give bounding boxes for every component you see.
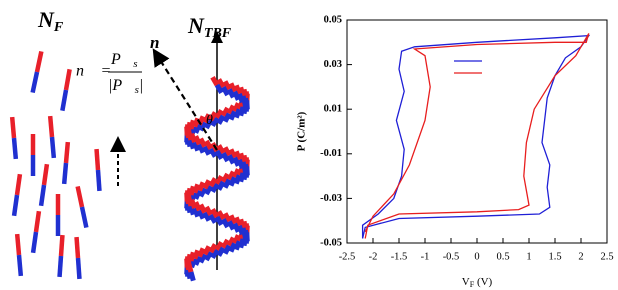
x-axis-label-part: V xyxy=(462,276,470,288)
rod-bottom xyxy=(231,177,235,185)
y-tick-label: -0.05 xyxy=(320,237,342,248)
x-tick-label: 0.5 xyxy=(496,251,509,262)
rod xyxy=(33,51,42,92)
rod-top xyxy=(199,248,203,256)
rod-bottom xyxy=(19,255,21,276)
rod-top xyxy=(37,51,41,72)
rod-bottom xyxy=(41,185,44,206)
ntbf-sub: TBF xyxy=(204,26,232,41)
rod xyxy=(12,117,16,159)
x-tick-label: 1.5 xyxy=(548,251,561,262)
y-tick-label: -0.03 xyxy=(320,193,342,204)
rod-bottom xyxy=(52,137,54,158)
rod xyxy=(41,164,47,206)
rod-bottom xyxy=(78,258,79,279)
nf-panel: NF n⃗ = P⃗s |P⃗s| xyxy=(12,7,143,279)
series-line xyxy=(365,33,589,238)
rod-top xyxy=(17,234,19,255)
rod-top xyxy=(199,182,203,190)
ntbf-main: N xyxy=(187,13,205,38)
rod-top xyxy=(66,69,70,90)
rod-bottom xyxy=(82,207,86,228)
rod-top xyxy=(189,263,191,272)
rod-bottom xyxy=(62,90,66,111)
x-tick-label: -1 xyxy=(421,251,430,262)
eq-den-main: |P⃗ xyxy=(108,77,135,94)
rod xyxy=(50,116,54,158)
ntbf-label: NTBF xyxy=(187,13,232,41)
x-tick-label: 2.5 xyxy=(600,251,613,262)
rod xyxy=(62,69,69,110)
rod-top xyxy=(77,237,78,258)
eq-num-sub: s xyxy=(133,58,137,70)
x-axis-label-part: (V) xyxy=(474,276,492,288)
x-axis-label: VF (V) xyxy=(462,276,493,289)
eq-lhs: n⃗ = xyxy=(76,63,111,80)
nf-main: N xyxy=(37,7,55,32)
rod-bottom xyxy=(231,111,235,119)
rod-bottom xyxy=(14,138,16,159)
series-line xyxy=(363,36,589,239)
eq-den: |P⃗s| xyxy=(108,77,143,96)
y-tick-label: 0.03 xyxy=(324,59,342,70)
rod-top xyxy=(78,186,82,207)
x-tick-label: -1.5 xyxy=(391,251,408,262)
y-tick-label: 0.01 xyxy=(324,104,342,115)
rod xyxy=(17,234,21,276)
x-tick-label: 2 xyxy=(578,251,583,262)
rod-top xyxy=(61,235,62,256)
nf-label: NF xyxy=(37,7,64,35)
x-tick-label: 1 xyxy=(526,251,531,262)
rod xyxy=(64,142,68,184)
director-label: n⃗ xyxy=(150,33,173,52)
rod-top xyxy=(12,117,14,138)
rod-bottom xyxy=(14,195,17,216)
rod xyxy=(77,237,80,279)
eq-num-main: P⃗ xyxy=(110,51,133,68)
rod-bottom xyxy=(98,170,99,191)
rod xyxy=(33,211,39,253)
eq-den-end: | xyxy=(139,77,143,94)
rod-bottom xyxy=(191,272,193,281)
rod xyxy=(78,186,87,227)
rod xyxy=(14,174,20,216)
director-group: n⃗ θ xyxy=(150,33,217,150)
rod xyxy=(60,235,63,277)
y-tick-label: 0.05 xyxy=(324,14,342,25)
eq-num: P⃗s xyxy=(110,51,138,70)
ntbf-panel: NTBF xyxy=(187,13,248,281)
rod-top xyxy=(17,174,20,195)
rod-bottom xyxy=(33,232,36,253)
rod-top xyxy=(44,164,47,185)
chart: -0.05 -0.03 -0.01 0.01 0.03 0.05 -2.5 -2 -1.5 -1 -… xyxy=(296,14,614,288)
x-tick-label: -0.5 xyxy=(443,251,460,262)
x-tick-label: -2.5 xyxy=(339,251,356,262)
angle-label: θ xyxy=(206,113,213,128)
plot-frame xyxy=(347,20,607,243)
rod-top xyxy=(97,149,98,170)
rod-bottom xyxy=(231,243,235,251)
x-tick-label: -2 xyxy=(369,251,378,262)
rod xyxy=(97,149,100,191)
rod-top xyxy=(66,142,68,163)
figure: NF n⃗ = P⃗s |P⃗s| NTBF n⃗θ -0.05-0.03-0.… xyxy=(0,0,618,290)
y-tick-label: -0.01 xyxy=(320,148,342,159)
y-axis-label: P (C/m²) xyxy=(296,111,308,151)
rod-bottom xyxy=(33,72,37,93)
x-tick-label: 0 xyxy=(474,251,479,262)
rod-bottom xyxy=(64,163,66,184)
rod-bottom xyxy=(60,256,61,277)
rod-top xyxy=(50,116,52,137)
nf-sub: F xyxy=(53,20,64,35)
rod-top xyxy=(36,211,39,232)
